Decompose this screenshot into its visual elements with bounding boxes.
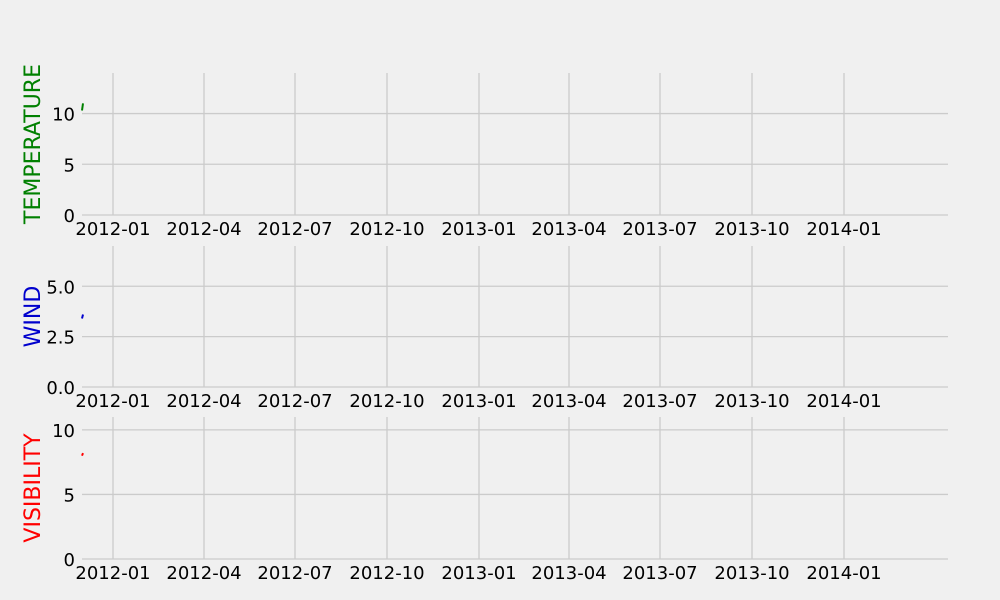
visibility-ytick-label: 10 xyxy=(52,421,75,442)
temperature-xtick-label: 2012-04 xyxy=(166,219,241,240)
wind-xtick-label: 2012-04 xyxy=(166,391,241,412)
visibility-xtick-label: 2012-01 xyxy=(75,563,150,584)
temperature-ytick-label: 5 xyxy=(64,155,75,176)
wind-xtick-label: 2013-04 xyxy=(531,391,606,412)
temperature-xtick-label: 2012-10 xyxy=(349,219,424,240)
wind-ytick-label: 5.0 xyxy=(46,277,75,298)
temperature-xtick-label: 2014-01 xyxy=(806,219,881,240)
temperature-xtick-label: 2013-07 xyxy=(622,219,697,240)
temperature-xtick-label: 2012-07 xyxy=(257,219,332,240)
visibility-xtick-label: 2013-07 xyxy=(622,563,697,584)
wind-xtick-label: 2013-10 xyxy=(714,391,789,412)
wind-ytick-label: 2.5 xyxy=(46,328,75,349)
visibility-xtick-label: 2012-04 xyxy=(166,563,241,584)
wind-ylabel: WIND xyxy=(21,286,46,348)
visibility-xtick-label: 2012-10 xyxy=(349,563,424,584)
wind-xtick-label: 2012-07 xyxy=(257,391,332,412)
visibility-ylabel: VISIBILITY xyxy=(21,433,46,543)
wind-xtick-label: 2014-01 xyxy=(806,391,881,412)
wind-xtick-label: 2013-01 xyxy=(441,391,516,412)
temperature-xtick-label: 2013-01 xyxy=(441,219,516,240)
wind-series-line xyxy=(81,314,84,319)
visibility-panel: 0 5 10 2012-01 2012-04 2012-07 2012-10 2013-01 2… xyxy=(21,417,948,584)
visibility-ytick-label: 5 xyxy=(64,485,75,506)
wind-xtick-label: 2012-01 xyxy=(75,391,150,412)
visibility-series-line xyxy=(81,452,84,457)
visibility-xtick-label: 2014-01 xyxy=(806,563,881,584)
temperature-series-line xyxy=(81,103,84,111)
temperature-ylabel: TEMPERATURE xyxy=(21,64,46,225)
temperature-ytick-label: 0 xyxy=(64,206,75,227)
wind-xtick-label: 2013-07 xyxy=(622,391,697,412)
visibility-xtick-label: 2012-07 xyxy=(257,563,332,584)
temperature-ytick-label: 10 xyxy=(52,105,75,126)
temperature-xtick-label: 2012-01 xyxy=(75,219,150,240)
temperature-panel: 0 5 10 2012-01 2012-04 2012-07 2012-10 2013-01 2… xyxy=(21,64,948,240)
visibility-xtick-label: 2013-10 xyxy=(714,563,789,584)
wind-xtick-label: 2012-10 xyxy=(349,391,424,412)
visibility-ytick-label: 0 xyxy=(64,550,75,571)
wind-panel: 0.0 2.5 5.0 2012-01 2012-04 2012-07 2012-10 201… xyxy=(21,246,948,412)
visibility-xtick-label: 2013-04 xyxy=(531,563,606,584)
temperature-xtick-label: 2013-10 xyxy=(714,219,789,240)
wind-ytick-label: 0.0 xyxy=(46,378,75,399)
visibility-xtick-label: 2013-01 xyxy=(441,563,516,584)
temperature-xtick-label: 2013-04 xyxy=(531,219,606,240)
